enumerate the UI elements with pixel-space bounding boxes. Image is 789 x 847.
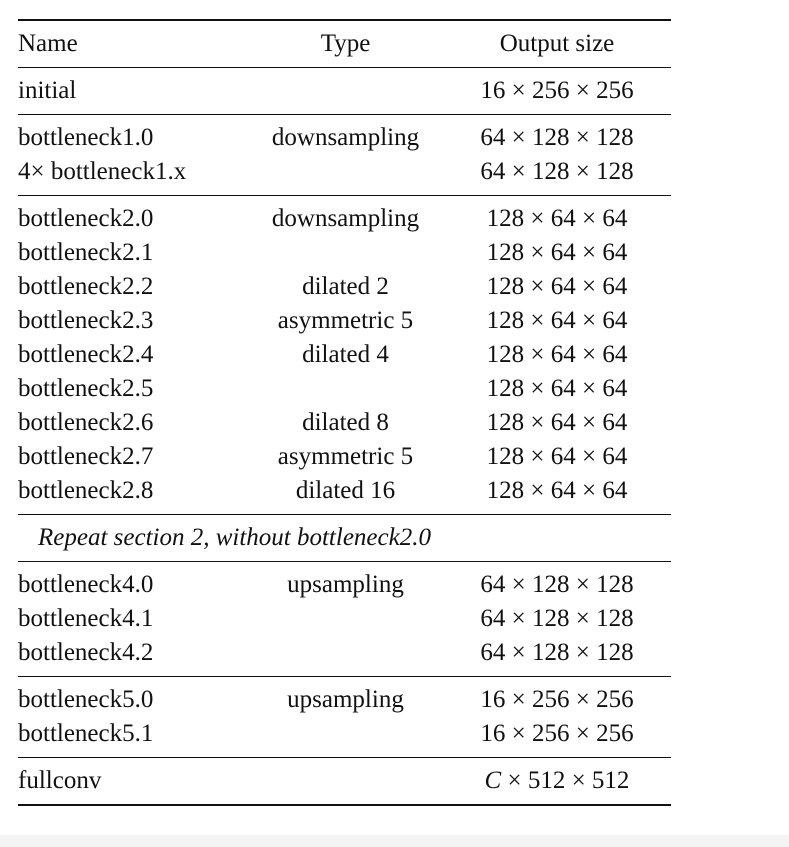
layer-type: downsampling: [248, 114, 443, 155]
output-size: 16 × 256 × 256: [443, 67, 671, 115]
header-row: Name Type Output size: [18, 19, 671, 68]
table-row: bottleneck5.0 upsampling 16 × 256 × 256: [18, 676, 671, 717]
layer-type: [248, 757, 443, 806]
table-row: initial 16 × 256 × 256: [18, 67, 671, 115]
layer-name: 4× bottleneck1.x: [18, 158, 187, 185]
layer-name: bottleneck2.4: [18, 341, 154, 368]
output-size: C × 512 × 512: [443, 757, 671, 806]
table-row: bottleneck2.3 asymmetric 5 128 × 64 × 64: [18, 304, 671, 338]
table-row: bottleneck5.1 16 × 256 × 256: [18, 717, 671, 758]
layer-name: bottleneck2.0: [18, 195, 248, 236]
layer-type: [248, 67, 443, 115]
output-size: 128 × 64 × 64: [486, 341, 628, 368]
section-note: Repeat section 2, without bottleneck2.0: [18, 514, 671, 562]
layer-type: [248, 717, 443, 758]
table-row: bottleneck1.0 downsampling 64 × 128 × 128: [18, 114, 671, 155]
output-size: 128 × 64 × 64: [486, 239, 628, 266]
layer-name: bottleneck5.0: [18, 676, 248, 717]
layer-type: dilated 2: [302, 273, 389, 300]
table-row: bottleneck2.6 dilated 8 128 × 64 × 64: [18, 406, 671, 440]
output-size: 64 × 128 × 128: [480, 158, 634, 185]
layer-name: bottleneck4.1: [18, 605, 154, 632]
output-size: 16 × 256 × 256: [443, 676, 671, 717]
table-row: bottleneck4.0 upsampling 64 × 128 × 128: [18, 561, 671, 602]
layer-name: bottleneck4.2: [18, 639, 154, 666]
table-row: bottleneck2.5 128 × 64 × 64: [18, 372, 671, 406]
table-row: bottleneck4.2 64 × 128 × 128: [18, 636, 671, 677]
output-size: 128 × 64 × 64: [486, 273, 628, 300]
layer-type: dilated 4: [302, 341, 389, 368]
output-size: 128 × 64 × 64: [486, 307, 628, 334]
layer-name: bottleneck5.1: [18, 720, 154, 747]
table-row: bottleneck2.8 dilated 16 128 × 64 × 64: [18, 474, 671, 515]
layer-name: bottleneck1.0: [18, 114, 248, 155]
output-size: 128 × 64 × 64: [486, 477, 628, 504]
layer-name: bottleneck4.0: [18, 561, 248, 602]
output-size: 128 × 64 × 64: [486, 409, 628, 436]
layer-type: asymmetric 5: [277, 307, 414, 334]
layer-type: [248, 155, 443, 196]
output-size: 64 × 128 × 128: [480, 605, 634, 632]
layer-name: fullconv: [18, 757, 248, 806]
table-row: bottleneck2.1 128 × 64 × 64: [18, 236, 671, 270]
table-row: bottleneck2.0 downsampling 128 × 64 × 64: [18, 195, 671, 236]
layer-name: bottleneck2.3: [18, 307, 154, 334]
architecture-table: Name Type Output size initial 16 × 256 × …: [18, 19, 671, 806]
output-size: 16 × 256 × 256: [480, 720, 634, 747]
layer-type: dilated 8: [302, 409, 389, 436]
layer-name: bottleneck2.2: [18, 273, 154, 300]
table-row: bottleneck2.7 asymmetric 5 128 × 64 × 64: [18, 440, 671, 474]
layer-type: dilated 16: [295, 477, 396, 504]
header-output-size: Output size: [443, 19, 671, 68]
layer-type: [248, 236, 443, 270]
output-size: 64 × 128 × 128: [443, 561, 671, 602]
layer-type: asymmetric 5: [277, 443, 414, 470]
table-row: fullconv C × 512 × 512: [18, 757, 671, 806]
page-bottom-strip: [0, 835, 789, 847]
table-body: initial 16 × 256 × 256 bottleneck1.0 downsa…: [18, 67, 671, 806]
output-size: 128 × 64 × 64: [486, 375, 628, 402]
layer-name: initial: [18, 67, 248, 115]
layer-name: bottleneck2.7: [18, 443, 154, 470]
output-size: 128 × 64 × 64: [486, 443, 628, 470]
layer-type: upsampling: [248, 561, 443, 602]
layer-type: [248, 372, 443, 406]
layer-type: upsampling: [248, 676, 443, 717]
table-row: 4× bottleneck1.x 64 × 128 × 128: [18, 155, 671, 196]
math-variable: C: [484, 767, 502, 794]
layer-name: bottleneck2.8: [18, 477, 154, 504]
layer-name: bottleneck2.6: [18, 409, 154, 436]
header-type: Type: [248, 19, 443, 68]
layer-type: [248, 602, 443, 636]
layer-name: bottleneck2.1: [18, 239, 154, 266]
layer-type: [248, 636, 443, 677]
layer-name: bottleneck2.5: [18, 375, 154, 402]
output-size: 128 × 64 × 64: [443, 195, 671, 236]
output-size: 64 × 128 × 128: [443, 114, 671, 155]
section-note-row: Repeat section 2, without bottleneck2.0: [18, 514, 671, 562]
layer-type: downsampling: [248, 195, 443, 236]
header-name: Name: [18, 19, 248, 68]
table-row: bottleneck4.1 64 × 128 × 128: [18, 602, 671, 636]
table-row: bottleneck2.2 dilated 2 128 × 64 × 64: [18, 270, 671, 304]
table-row: bottleneck2.4 dilated 4 128 × 64 × 64: [18, 338, 671, 372]
output-size: 64 × 128 × 128: [480, 639, 634, 666]
